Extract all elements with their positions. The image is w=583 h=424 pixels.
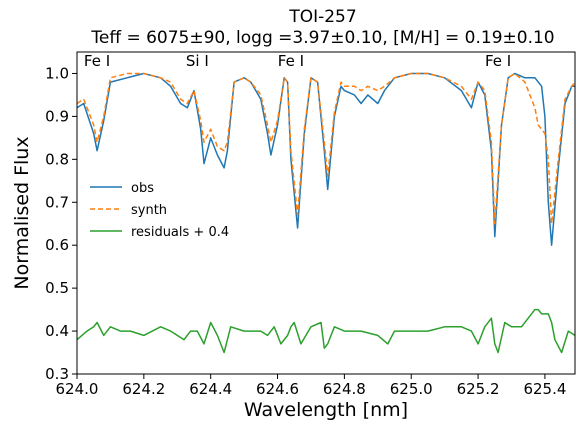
y-tick-label-6: 0.9 <box>45 107 69 125</box>
line-annotation-1: Si I <box>186 52 209 70</box>
y-tick-label-0: 0.3 <box>45 365 69 383</box>
y-tick-label-2: 0.5 <box>45 279 69 297</box>
y-tick-label-7: 1.0 <box>45 64 69 82</box>
x-axis-label: Wavelength [nm] <box>244 399 408 421</box>
x-tick-label-7: 625.4 <box>523 380 566 398</box>
x-tick-label-3: 624.6 <box>256 380 299 398</box>
legend-label-0: obs <box>131 181 154 196</box>
x-tick-label-4: 624.8 <box>323 380 366 398</box>
legend-label-2: residuals + 0.4 <box>131 225 229 240</box>
y-tick-label-1: 0.4 <box>45 322 69 340</box>
chart-title: TOI-257 <box>288 7 356 27</box>
x-tick-label-5: 625.0 <box>390 380 433 398</box>
chart-subtitle: Teff = 6075±90, logg =3.97±0.10, [M/H] =… <box>90 28 554 48</box>
y-axis: 0.3 0.4 0.5 0.6 0.7 0.8 0.9 1.0 <box>45 64 77 383</box>
line-annotation-0: Fe I <box>84 52 110 70</box>
line-annotations: Fe I Si I Fe I Fe I <box>84 52 511 70</box>
x-tick-label-0: 624.0 <box>56 380 99 398</box>
x-axis: 624.0 624.2 624.4 624.6 624.8 625.0 625.2 625.4 <box>56 374 566 398</box>
x-tick-label-2: 624.4 <box>189 380 232 398</box>
line-annotation-3: Fe I <box>485 52 511 70</box>
y-tick-label-5: 0.8 <box>45 150 69 168</box>
plot-frame <box>76 51 576 375</box>
legend-label-1: synth <box>131 203 167 218</box>
x-tick-label-6: 625.2 <box>457 380 500 398</box>
plot-area <box>76 72 576 354</box>
y-tick-label-4: 0.7 <box>45 193 69 211</box>
legend-box <box>84 172 256 244</box>
series-line-2 <box>76 308 576 354</box>
legend: obs synth residuals + 0.4 <box>84 172 256 244</box>
series-line-1 <box>76 72 576 225</box>
series-line-0 <box>76 72 575 246</box>
line-annotation-2: Fe I <box>278 52 304 70</box>
y-tick-label-3: 0.6 <box>45 236 69 254</box>
y-axis-label: Normalised Flux <box>11 136 33 289</box>
x-tick-label-1: 624.2 <box>122 380 165 398</box>
